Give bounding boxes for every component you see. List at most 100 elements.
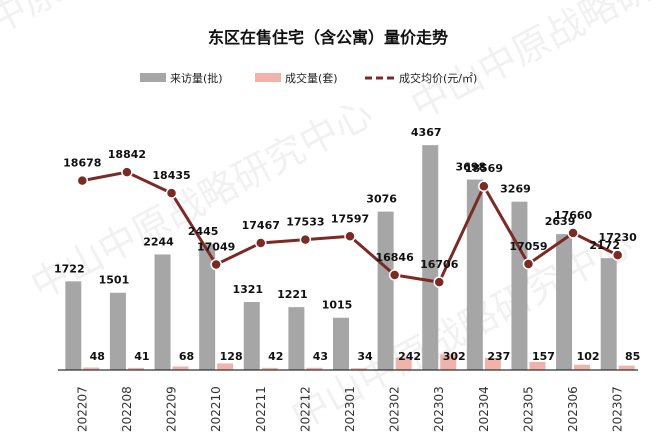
bar-visits-202207 xyxy=(65,281,82,370)
x-tick-202303: 202303 xyxy=(432,386,446,432)
label-visits-202303: 4367 xyxy=(411,126,442,139)
label-price-202209: 18435 xyxy=(152,169,190,182)
label-price-202212: 17533 xyxy=(286,216,324,229)
label-visits-202211: 1321 xyxy=(232,283,263,296)
label-visits-202210: 2445 xyxy=(188,225,219,238)
x-tick-202307: 202307 xyxy=(611,386,625,432)
legend-label-0: 来访量(批) xyxy=(170,71,223,85)
label-deals-202301: 34 xyxy=(357,350,373,363)
legend-swatch-1 xyxy=(255,73,281,82)
bar-deals-202301 xyxy=(351,368,367,370)
x-tick-202301: 202301 xyxy=(343,386,357,432)
bar-visits-202211 xyxy=(243,301,260,370)
x-tick-202209: 202209 xyxy=(165,386,179,432)
price-point-202207 xyxy=(76,174,89,187)
bar-deals-202210 xyxy=(217,363,234,370)
label-deals-202212: 43 xyxy=(313,350,328,363)
bar-deals-202307 xyxy=(618,365,635,370)
label-visits-202207: 1722 xyxy=(54,262,85,275)
label-visits-202301: 1015 xyxy=(322,299,353,312)
x-tick-202304: 202304 xyxy=(477,386,491,432)
label-visits-202209: 2244 xyxy=(143,235,174,248)
bar-visits-202210 xyxy=(199,244,216,370)
label-price-202306: 17660 xyxy=(554,209,593,222)
price-point-202303 xyxy=(433,276,445,288)
bar-deals-202207 xyxy=(83,367,100,370)
label-deals-202210: 128 xyxy=(220,350,243,363)
bars xyxy=(65,145,635,370)
bar-deals-202212 xyxy=(306,367,323,370)
price-point-202211 xyxy=(255,237,267,249)
legend-label-1: 成交量(套) xyxy=(285,71,338,85)
legend: 来访量(批) 成交量(套) 成交均价(元/㎡) xyxy=(140,71,477,85)
price-point-202302 xyxy=(388,269,401,281)
label-deals-202211: 42 xyxy=(268,350,283,363)
label-price-202211: 17467 xyxy=(242,219,280,232)
price-line xyxy=(76,166,624,288)
label-deals-202302: 242 xyxy=(398,350,421,363)
label-price-202303: 16706 xyxy=(420,258,459,271)
label-visits-202212: 1221 xyxy=(277,288,308,301)
bar-deals-202306 xyxy=(574,364,591,370)
label-deals-202209: 68 xyxy=(179,350,194,363)
bar-visits-202208 xyxy=(109,292,126,370)
bar-visits-202303 xyxy=(422,145,439,370)
chart-title: 东区在售住宅（含公寓）量价走势 xyxy=(208,28,448,47)
bar-deals-202302 xyxy=(395,357,412,370)
label-price-202304: 18569 xyxy=(465,162,503,175)
bar-visits-202306 xyxy=(556,234,573,370)
watermark-text: 中山中原战略研究中心 xyxy=(404,0,657,128)
x-tick-202306: 202306 xyxy=(566,386,580,432)
x-tick-labels: 202207 202208 202209 202210 202211 202212 2023… xyxy=(75,386,624,432)
label-deals-202306: 102 xyxy=(577,350,600,363)
bar-visits-202307 xyxy=(600,258,617,370)
label-price-202307: 17230 xyxy=(599,231,638,244)
x-tick-202208: 202208 xyxy=(120,386,134,432)
x-tick-202211: 202211 xyxy=(254,386,268,432)
x-tick-202212: 202212 xyxy=(298,386,312,432)
label-price-202305: 17059 xyxy=(509,240,547,253)
bar-visits-202209 xyxy=(154,254,171,370)
price-point-202304 xyxy=(478,180,490,192)
label-deals-202307: 85 xyxy=(625,350,640,363)
legend-label-2: 成交均价(元/㎡) xyxy=(399,71,477,85)
bar-visits-202301 xyxy=(333,317,349,370)
legend-swatch-0 xyxy=(140,73,166,82)
label-price-202208: 18842 xyxy=(108,148,146,161)
label-visits-202306: 2639 xyxy=(545,215,576,228)
label-visits-202302: 3076 xyxy=(366,193,397,206)
price-point-202209 xyxy=(165,187,178,199)
label-deals-202208: 41 xyxy=(134,350,149,363)
label-visits-202305: 3269 xyxy=(500,183,531,196)
x-tick-202210: 202210 xyxy=(209,386,223,432)
price-point-202306 xyxy=(567,227,579,239)
price-point-202212 xyxy=(299,233,312,246)
bar-deals-202209 xyxy=(172,366,189,370)
x-tick-202207: 202207 xyxy=(75,386,89,432)
label-price-202207: 18678 xyxy=(63,157,101,170)
x-tick-202302: 202302 xyxy=(388,386,402,432)
data-labels: 1722 48 1501 41 2244 68 2445 128 1321 42 1221 43 101… xyxy=(54,126,640,363)
label-deals-202304: 237 xyxy=(487,350,510,363)
bar-visits-202304 xyxy=(466,179,483,370)
label-visits-202208: 1501 xyxy=(99,274,130,287)
price-point-202307 xyxy=(611,249,624,261)
bar-visits-202302 xyxy=(377,211,394,370)
label-visits-202307: 2172 xyxy=(589,239,620,252)
bar-deals-202303 xyxy=(440,354,457,370)
price-point-202305 xyxy=(522,258,535,270)
label-deals-202303: 302 xyxy=(443,350,466,363)
label-deals-202207: 48 xyxy=(90,350,105,363)
bar-deals-202305 xyxy=(529,361,546,370)
price-point-202210 xyxy=(210,258,222,271)
label-price-202210: 17049 xyxy=(197,240,235,253)
label-deals-202305: 157 xyxy=(532,350,555,363)
bar-deals-202208 xyxy=(127,367,144,370)
bar-visits-202212 xyxy=(288,307,305,370)
bar-deals-202304 xyxy=(484,357,501,370)
bar-deals-202211 xyxy=(261,367,278,370)
bar-visits-202305 xyxy=(511,201,528,370)
price-point-202208 xyxy=(121,166,133,178)
